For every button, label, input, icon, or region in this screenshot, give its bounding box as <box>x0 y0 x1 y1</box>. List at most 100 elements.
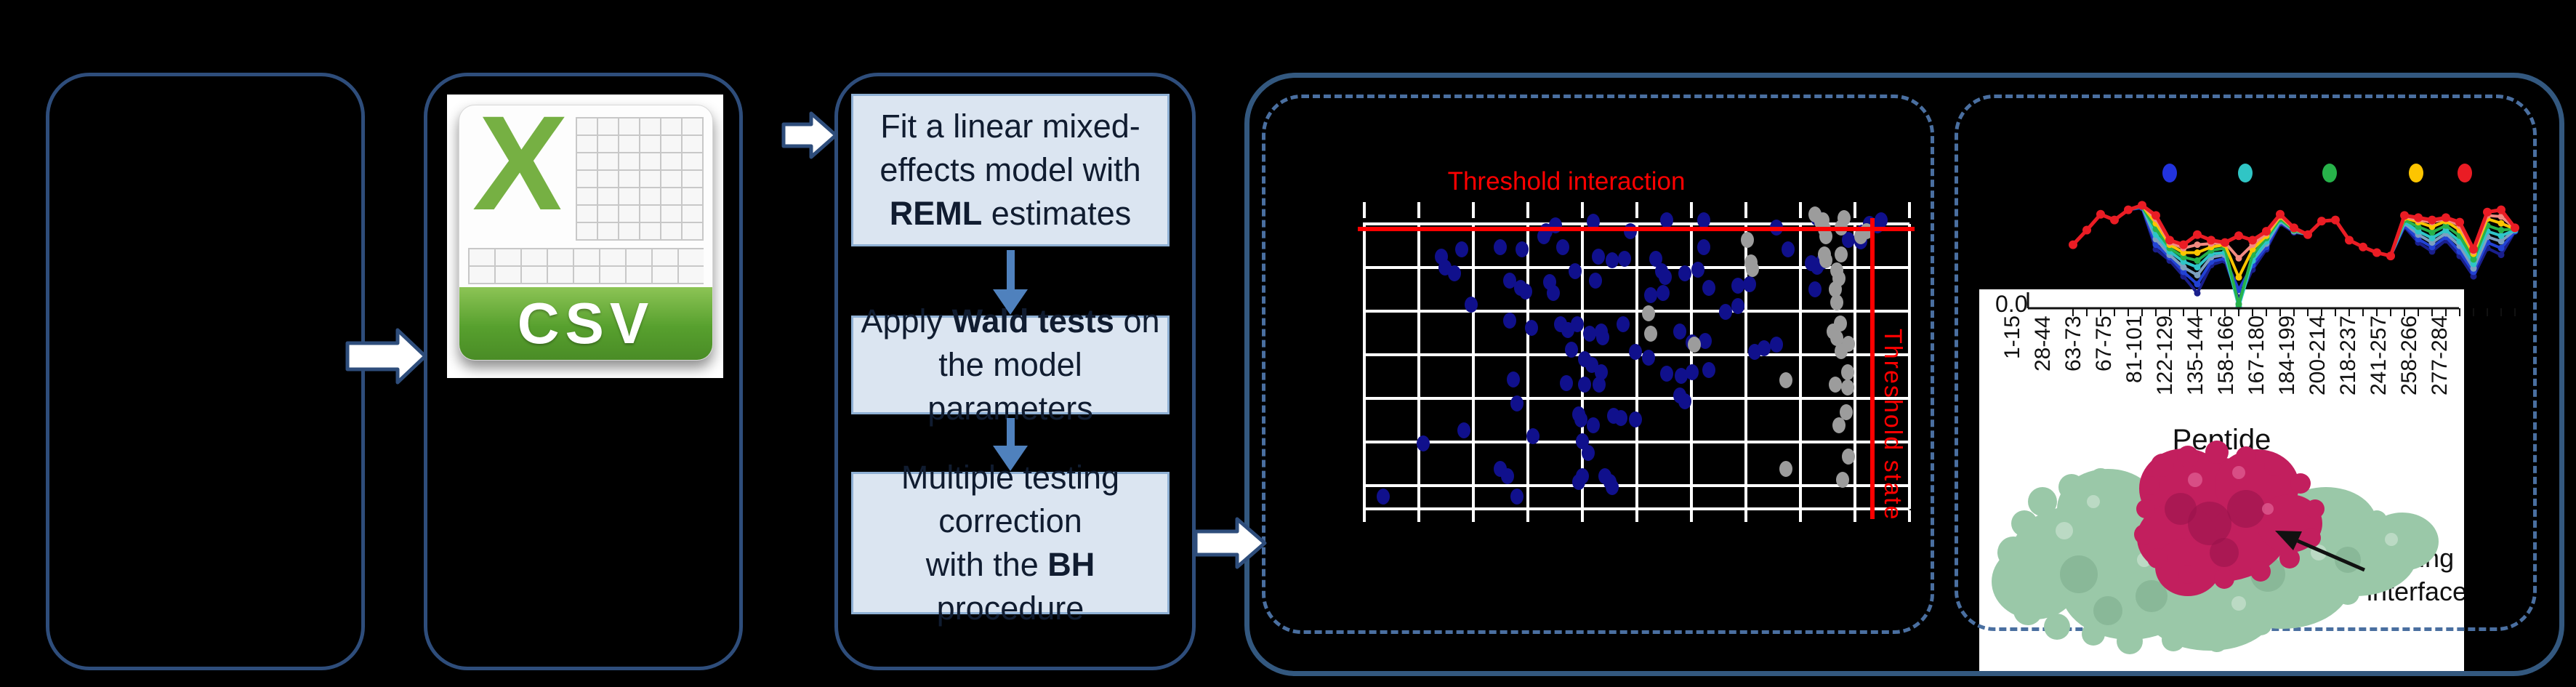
scatter-point <box>1697 239 1710 255</box>
series-red-point <box>2511 223 2519 233</box>
legend-dot-icon <box>2238 164 2253 182</box>
scatter-point <box>1574 411 1587 427</box>
scatter-point <box>1841 364 1854 380</box>
scatter-point <box>1560 375 1573 391</box>
csv-banner: CSV <box>459 287 712 360</box>
scatter-point <box>1841 379 1854 395</box>
scatter-point <box>1834 316 1847 332</box>
threshold-scatter-plot <box>1358 202 1915 522</box>
protein-bump <box>2336 582 2359 605</box>
series-red-point <box>2110 215 2119 225</box>
protein-bump <box>2249 612 2272 635</box>
series-red-point <box>2276 209 2285 219</box>
scatter-point <box>1830 330 1843 346</box>
scatter-point <box>1525 320 1538 336</box>
series-yellow-point <box>2428 223 2436 230</box>
crimson-bump <box>2236 446 2256 467</box>
crimson-shade <box>2210 538 2239 567</box>
series-red-point <box>2179 240 2188 249</box>
scatter-point <box>1457 422 1470 438</box>
crimson-bump <box>2264 454 2286 476</box>
series-red-point <box>2069 240 2077 249</box>
flow-step-text: Fit a linear mixed- <box>880 108 1140 145</box>
scatter-point <box>1832 417 1846 433</box>
scatter-point <box>1556 239 1569 255</box>
scatter-point <box>1592 249 1605 265</box>
scatter-point <box>1593 377 1606 393</box>
series-salmon-point <box>2235 254 2242 262</box>
series-green-point <box>2470 256 2477 263</box>
scatter-point <box>1589 273 1602 289</box>
scatter-point <box>1565 342 1578 358</box>
series-red-point <box>2096 209 2105 219</box>
crimson-shade <box>2165 493 2197 525</box>
protein-bump <box>2338 499 2358 519</box>
protein-bump <box>2367 510 2387 531</box>
series-red-point <box>2248 236 2257 245</box>
csv-label: CSV <box>517 291 655 355</box>
scatter-point <box>1830 294 1843 310</box>
flow-step-line: with the BH procedure <box>853 543 1167 630</box>
series-blue-point <box>2180 268 2187 276</box>
flow-step-0: Fit a linear mixed-effects model with REM… <box>851 94 1170 246</box>
protein-bump <box>2011 510 2037 537</box>
scatter-point <box>1731 298 1744 314</box>
scatter-point <box>1660 212 1673 228</box>
right-arrow-icon <box>1194 517 1267 569</box>
protein-bump <box>2089 468 2112 491</box>
series-cyan-point <box>2428 234 2436 241</box>
series-red-point <box>2303 230 2312 239</box>
crimson-shade <box>2227 490 2265 528</box>
series-yellow-point <box>2497 220 2505 227</box>
scatter-point <box>1510 489 1524 505</box>
flow-step-text: procedure <box>936 590 1084 627</box>
scatter-point <box>1585 357 1598 373</box>
scatter-point <box>1501 468 1514 484</box>
right-arrow-icon <box>345 328 427 385</box>
flow-step-line: Apply Wald tests on <box>853 300 1167 343</box>
protein-highlight <box>2056 522 2073 539</box>
flow-step-text: correction <box>938 502 1082 539</box>
crimson-bump <box>2306 499 2325 518</box>
scatter-point <box>1842 232 1855 248</box>
series-blue-point <box>2235 286 2242 294</box>
scatter-point <box>1673 324 1686 340</box>
flow-step-text: Apply <box>861 302 952 340</box>
scatter-point <box>1583 326 1596 342</box>
scatter-point <box>1503 313 1516 329</box>
series-red-point <box>2386 252 2395 261</box>
scatter-point <box>1510 395 1524 411</box>
scatter-point <box>1719 304 1732 320</box>
scatter-point <box>1779 461 1792 477</box>
panel-input-data <box>46 73 365 670</box>
scatter-point <box>1617 316 1630 332</box>
series-red-point <box>2400 211 2409 220</box>
spreadsheet-grid-icon <box>468 248 704 284</box>
series-red-point <box>2345 236 2354 245</box>
protein-bump <box>2117 628 2143 654</box>
protein-shade <box>2093 596 2122 625</box>
series-yellow-point <box>2180 249 2187 256</box>
scatter-point <box>1644 326 1657 342</box>
crimson-bump <box>2279 548 2300 569</box>
series-red-point <box>2428 215 2436 225</box>
series-blue-point <box>2428 244 2436 251</box>
crimson-bump <box>2177 446 2199 467</box>
scatter-point <box>1832 270 1846 286</box>
protein-bump <box>2044 614 2070 640</box>
series-blue-point <box>2497 244 2505 252</box>
series-red-point <box>2082 225 2091 235</box>
annotation-arrowhead-icon <box>2275 531 2302 550</box>
csv-file-image: X CSV <box>447 95 723 378</box>
scatter-point <box>1642 350 1655 366</box>
flow-step-1: Apply Wald tests on the model parameters <box>851 302 1170 427</box>
series-red-point <box>2207 236 2215 245</box>
scatter-point <box>1835 246 1848 262</box>
flow-step-text: effects model with <box>880 151 1141 188</box>
scatter-point <box>1842 336 1855 352</box>
crimson-bump <box>2136 499 2155 518</box>
scatter-point <box>1808 281 1822 297</box>
scatter-point <box>1829 377 1842 393</box>
